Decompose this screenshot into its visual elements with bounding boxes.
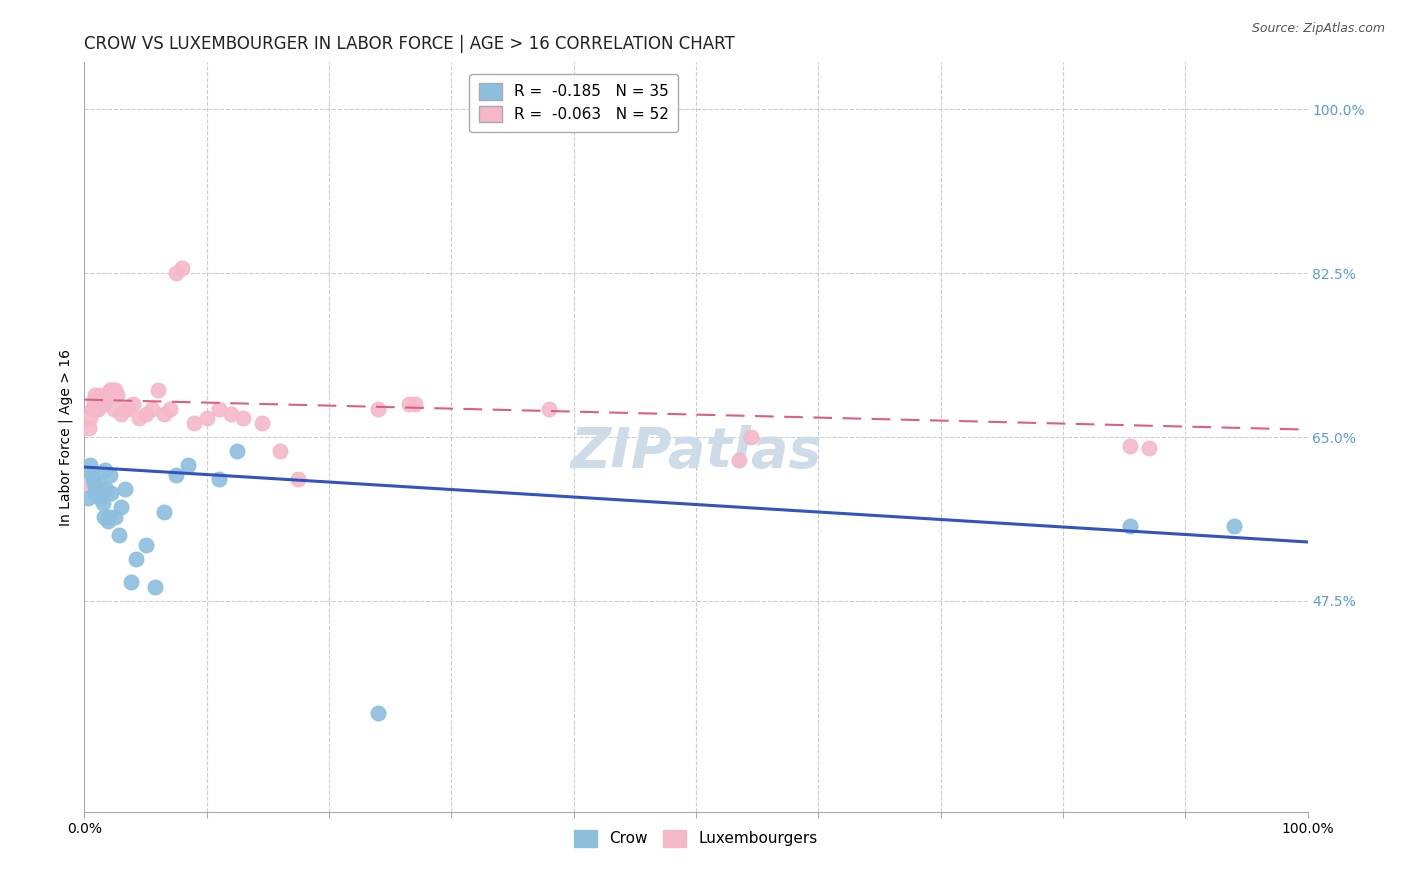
Point <box>84 388 107 402</box>
Point <box>93 397 115 411</box>
Point <box>208 401 231 416</box>
Point <box>250 416 273 430</box>
Legend: Crow, Luxembourgers: Crow, Luxembourgers <box>568 824 824 853</box>
Point <box>89 491 111 505</box>
Point <box>727 453 749 467</box>
Point <box>87 401 110 416</box>
Text: ZIPatlas: ZIPatlas <box>571 425 821 479</box>
Point <box>98 467 121 482</box>
Point <box>77 491 100 505</box>
Point <box>135 407 157 421</box>
Point <box>82 401 104 416</box>
Point <box>107 528 129 542</box>
Point <box>232 411 254 425</box>
Point <box>98 384 121 398</box>
Point <box>97 388 120 402</box>
Point <box>208 472 231 486</box>
Point <box>159 401 181 416</box>
Point <box>103 401 125 416</box>
Point <box>87 486 110 500</box>
Point <box>96 392 118 407</box>
Point <box>94 463 117 477</box>
Point <box>93 509 115 524</box>
Point <box>94 388 117 402</box>
Point <box>120 575 142 590</box>
Text: CROW VS LUXEMBOURGER IN LABOR FORCE | AGE > 16 CORRELATION CHART: CROW VS LUXEMBOURGER IN LABOR FORCE | AG… <box>84 35 735 53</box>
Point <box>135 538 157 552</box>
Point <box>153 407 176 421</box>
Point <box>76 476 98 491</box>
Point <box>90 486 112 500</box>
Point <box>128 411 150 425</box>
Point <box>79 458 101 473</box>
Point <box>80 401 103 416</box>
Point <box>177 458 200 473</box>
Point <box>82 472 104 486</box>
Point <box>183 416 205 430</box>
Point <box>1119 440 1142 453</box>
Point <box>1137 442 1160 456</box>
Point <box>114 401 136 416</box>
Point <box>84 486 107 500</box>
Point <box>105 388 128 402</box>
Text: Source: ZipAtlas.com: Source: ZipAtlas.com <box>1251 22 1385 36</box>
Point <box>114 482 136 496</box>
Point <box>79 411 101 425</box>
Point <box>100 486 122 500</box>
Point <box>91 397 114 411</box>
Point <box>110 407 132 421</box>
Point <box>141 401 163 416</box>
Point <box>87 397 110 411</box>
Point <box>165 467 187 482</box>
Point <box>89 388 111 402</box>
Point <box>195 411 218 425</box>
Point <box>165 266 187 280</box>
Point <box>97 509 120 524</box>
Point <box>90 397 112 411</box>
Point <box>1119 519 1142 533</box>
Y-axis label: In Labor Force | Age > 16: In Labor Force | Age > 16 <box>59 349 73 525</box>
Point <box>740 430 762 444</box>
Point <box>269 444 291 458</box>
Point <box>146 384 169 398</box>
Point <box>367 706 389 721</box>
Point <box>83 476 105 491</box>
Point <box>97 388 120 402</box>
Point <box>398 397 420 411</box>
Point <box>125 551 148 566</box>
Point <box>153 505 176 519</box>
Point <box>83 392 105 407</box>
Point <box>86 401 108 416</box>
Point <box>538 401 561 416</box>
Point <box>96 482 118 496</box>
Point <box>219 407 242 421</box>
Point <box>117 401 139 416</box>
Point <box>404 397 426 411</box>
Point <box>97 514 120 528</box>
Point <box>122 397 145 411</box>
Point <box>226 444 249 458</box>
Point <box>143 580 166 594</box>
Point <box>367 401 389 416</box>
Point <box>87 476 110 491</box>
Point <box>86 486 108 500</box>
Point <box>287 472 309 486</box>
Point <box>110 500 132 515</box>
Point <box>100 384 122 398</box>
Point <box>104 509 127 524</box>
Point <box>91 496 114 510</box>
Point <box>77 421 100 435</box>
Point <box>80 467 103 482</box>
Point <box>101 384 124 398</box>
Point <box>104 384 127 398</box>
Point <box>172 261 194 276</box>
Point <box>1223 519 1246 533</box>
